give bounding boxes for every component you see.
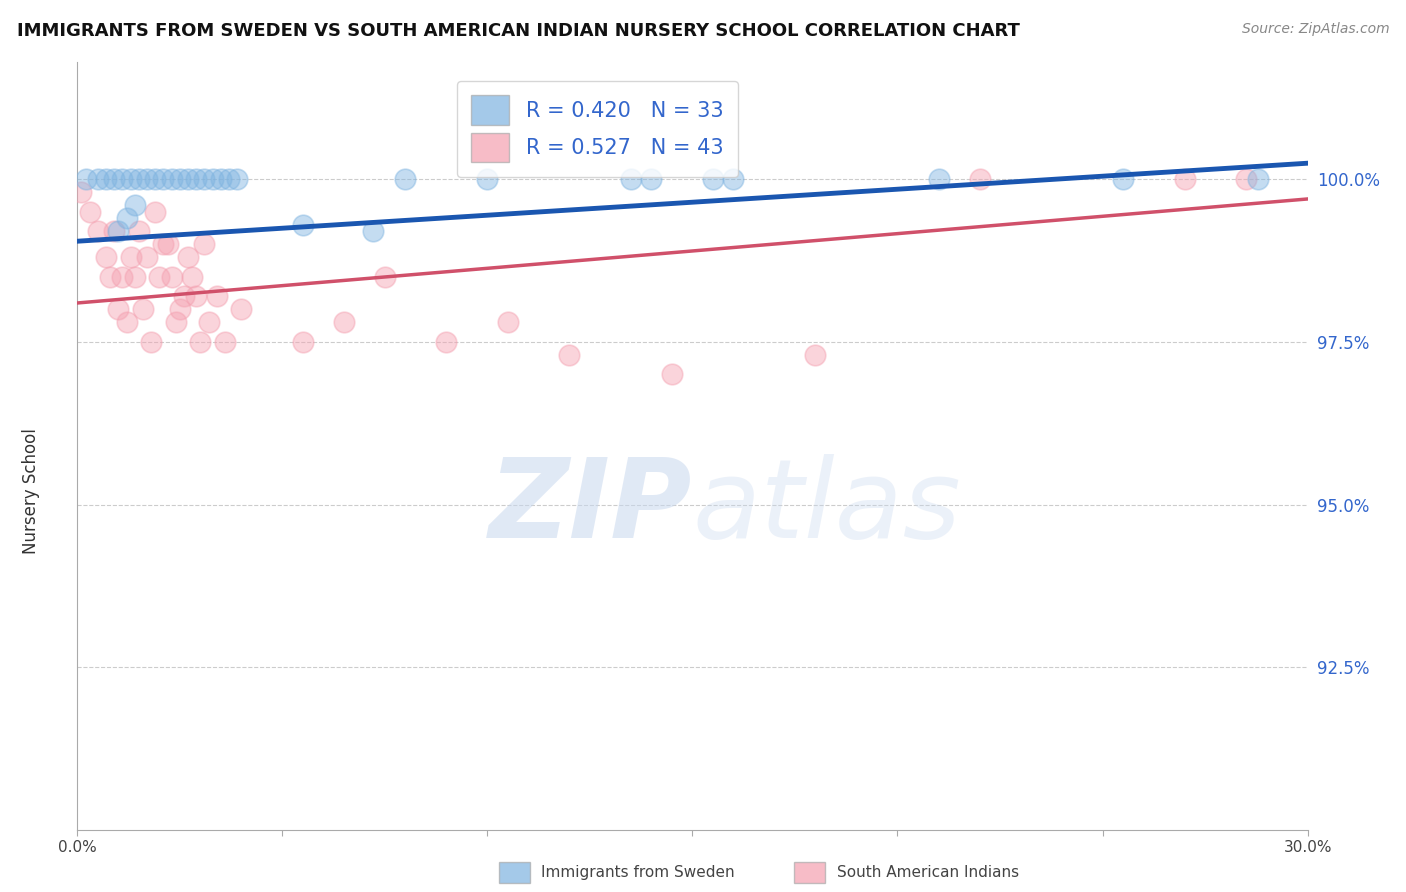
Point — [124, 198, 146, 212]
Point — [374, 270, 396, 285]
Point — [136, 172, 159, 186]
Point — [558, 348, 581, 362]
Point — [1234, 172, 1257, 186]
Point — [103, 224, 125, 238]
Point — [291, 334, 314, 349]
Point — [188, 334, 212, 349]
Point — [98, 270, 121, 285]
Point — [165, 316, 187, 330]
Point — [128, 224, 150, 238]
Point — [394, 172, 416, 186]
Text: South American Indians: South American Indians — [837, 865, 1019, 880]
Point — [928, 172, 950, 186]
Point — [333, 316, 356, 330]
Point — [186, 289, 208, 303]
Text: Immigrants from Sweden: Immigrants from Sweden — [541, 865, 735, 880]
Point — [436, 334, 458, 349]
Point — [152, 172, 174, 186]
Point — [87, 172, 110, 186]
Point — [160, 172, 183, 186]
Point — [804, 348, 827, 362]
Point — [152, 237, 174, 252]
Point — [160, 270, 183, 285]
Point — [1112, 172, 1135, 186]
Point — [214, 334, 236, 349]
Point — [115, 316, 138, 330]
Point — [702, 172, 724, 186]
Point — [496, 316, 519, 330]
Point — [107, 302, 129, 317]
Point — [477, 172, 499, 186]
Text: atlas: atlas — [693, 454, 962, 561]
Point — [148, 270, 170, 285]
Point — [661, 368, 683, 382]
Point — [1247, 172, 1270, 186]
Point — [193, 237, 215, 252]
Point — [75, 172, 97, 186]
Point — [205, 289, 228, 303]
Point — [169, 172, 191, 186]
Point — [186, 172, 208, 186]
Point — [181, 270, 204, 285]
Point — [640, 172, 662, 186]
Point — [128, 172, 150, 186]
Point — [79, 205, 101, 219]
Text: Source: ZipAtlas.com: Source: ZipAtlas.com — [1241, 22, 1389, 37]
Point — [124, 270, 146, 285]
Point — [169, 302, 191, 317]
Point — [111, 270, 134, 285]
Point — [70, 186, 93, 200]
Point — [94, 172, 117, 186]
Point — [120, 251, 142, 265]
Point — [94, 251, 117, 265]
Point — [156, 237, 179, 252]
Point — [177, 172, 200, 186]
Text: ZIP: ZIP — [489, 454, 693, 561]
Point — [115, 211, 138, 226]
Point — [103, 172, 125, 186]
Point — [107, 224, 129, 238]
Point — [132, 302, 155, 317]
Legend: R = 0.420   N = 33, R = 0.527   N = 43: R = 0.420 N = 33, R = 0.527 N = 43 — [457, 80, 738, 177]
Point — [141, 334, 163, 349]
Point — [177, 251, 200, 265]
Point — [361, 224, 384, 238]
Point — [231, 302, 253, 317]
Point — [143, 205, 166, 219]
Point — [136, 251, 159, 265]
Point — [143, 172, 166, 186]
Point — [218, 172, 240, 186]
Point — [969, 172, 991, 186]
Point — [226, 172, 249, 186]
Point — [87, 224, 110, 238]
Point — [209, 172, 232, 186]
Text: Nursery School: Nursery School — [22, 427, 39, 554]
Point — [173, 289, 195, 303]
Point — [193, 172, 215, 186]
Point — [1174, 172, 1197, 186]
Point — [291, 218, 314, 232]
Point — [197, 316, 219, 330]
Point — [111, 172, 134, 186]
Text: IMMIGRANTS FROM SWEDEN VS SOUTH AMERICAN INDIAN NURSERY SCHOOL CORRELATION CHART: IMMIGRANTS FROM SWEDEN VS SOUTH AMERICAN… — [17, 22, 1019, 40]
Point — [723, 172, 745, 186]
Point — [620, 172, 643, 186]
Point — [201, 172, 224, 186]
Point — [120, 172, 142, 186]
